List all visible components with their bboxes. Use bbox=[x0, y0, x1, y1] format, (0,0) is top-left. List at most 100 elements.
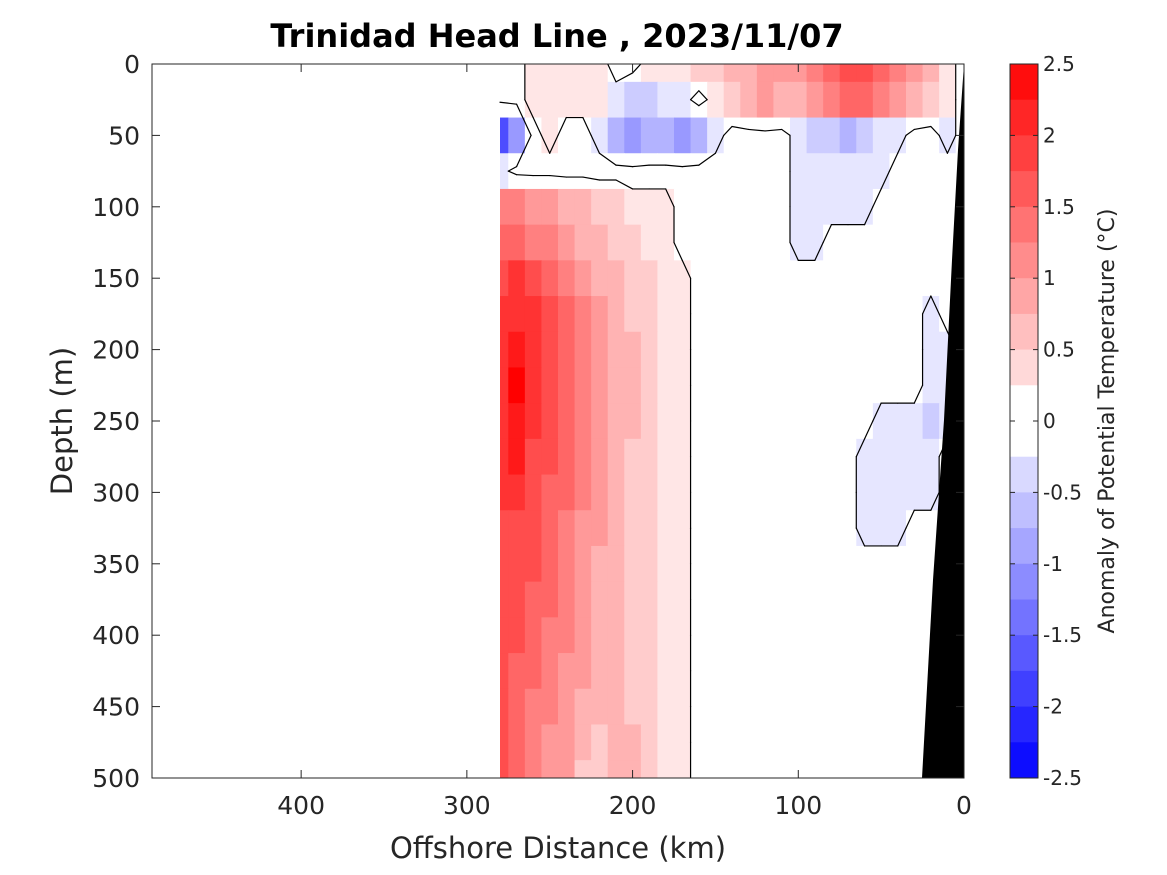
anomaly-cell bbox=[856, 653, 874, 690]
anomaly-cell bbox=[591, 153, 609, 190]
anomaly-cell bbox=[773, 617, 791, 654]
zero-contour-segment bbox=[930, 125, 940, 136]
anomaly-cell bbox=[806, 153, 824, 190]
anomaly-cell bbox=[889, 617, 907, 654]
anomaly-cell bbox=[740, 153, 758, 190]
anomaly-cell bbox=[889, 688, 907, 726]
anomaly-cell bbox=[607, 545, 625, 583]
colorbar-bin bbox=[1010, 670, 1038, 708]
anomaly-cell bbox=[558, 581, 576, 618]
anomaly-cell bbox=[723, 617, 741, 654]
anomaly-cell bbox=[823, 760, 841, 778]
anomaly-cell bbox=[500, 438, 509, 476]
zero-contour-segment bbox=[631, 164, 650, 168]
anomaly-cell bbox=[524, 64, 543, 83]
anomaly-cell bbox=[674, 617, 692, 654]
anomaly-cell bbox=[707, 545, 725, 583]
zero-contour bbox=[499, 64, 957, 778]
zero-contour-segment bbox=[499, 101, 518, 105]
anomaly-cell bbox=[740, 224, 758, 261]
anomaly-cell bbox=[508, 653, 526, 690]
anomaly-cell bbox=[690, 153, 708, 190]
anomaly-cell bbox=[508, 760, 526, 778]
anomaly-cell bbox=[607, 617, 625, 654]
zero-contour-segment bbox=[681, 259, 692, 279]
anomaly-cell bbox=[889, 188, 907, 226]
anomaly-cell bbox=[906, 688, 924, 726]
anomaly-cell bbox=[740, 760, 758, 778]
anomaly-cell bbox=[922, 403, 940, 440]
anomaly-cell bbox=[541, 438, 559, 476]
anomaly-cell bbox=[872, 653, 891, 690]
anomaly-cell bbox=[591, 64, 609, 83]
anomaly-cell bbox=[740, 64, 758, 83]
anomaly-cell bbox=[773, 510, 791, 547]
anomaly-cell bbox=[574, 581, 592, 618]
zero-contour-segment bbox=[872, 402, 882, 422]
anomaly-cell bbox=[806, 81, 824, 119]
anomaly-cell bbox=[939, 81, 957, 119]
anomaly-cell bbox=[889, 403, 907, 440]
anomaly-cell bbox=[939, 117, 957, 154]
anomaly-cell bbox=[591, 688, 609, 726]
colorbar-bin bbox=[1010, 242, 1038, 279]
anomaly-cell bbox=[591, 331, 609, 369]
anomaly-cell bbox=[674, 224, 692, 261]
anomaly-cell bbox=[640, 581, 659, 618]
anomaly-cell bbox=[756, 474, 775, 511]
colorbar-tick-label: 1 bbox=[1043, 266, 1056, 290]
anomaly-cell bbox=[906, 367, 924, 404]
anomaly-cell bbox=[740, 81, 758, 119]
anomaly-cell bbox=[922, 260, 940, 297]
anomaly-cell bbox=[508, 296, 526, 333]
anomaly-cell bbox=[756, 688, 775, 726]
anomaly-cell bbox=[806, 224, 824, 261]
anomaly-cell bbox=[657, 117, 675, 154]
anomaly-cell bbox=[657, 617, 675, 654]
anomaly-cell bbox=[624, 438, 642, 476]
anomaly-cell bbox=[524, 224, 543, 261]
anomaly-cell bbox=[640, 438, 659, 476]
anomaly-cell bbox=[806, 688, 824, 726]
anomaly-cell bbox=[500, 760, 509, 778]
anomaly-cell bbox=[773, 760, 791, 778]
zero-contour-segment bbox=[665, 188, 675, 208]
anomaly-cell bbox=[508, 153, 526, 190]
anomaly-cell bbox=[624, 617, 642, 654]
anomaly-cell bbox=[500, 260, 509, 297]
anomaly-cell bbox=[657, 545, 675, 583]
anomaly-cell bbox=[500, 117, 509, 154]
anomaly-cell bbox=[508, 403, 526, 440]
anomaly-cell bbox=[500, 653, 509, 690]
zero-contour-segment bbox=[681, 164, 700, 168]
y-tick-label: 250 bbox=[92, 407, 140, 436]
anomaly-cell bbox=[790, 545, 808, 583]
zero-contour-segment bbox=[930, 491, 940, 511]
anomaly-cell bbox=[674, 188, 692, 226]
anomaly-cell bbox=[574, 296, 592, 333]
anomaly-cell bbox=[591, 653, 609, 690]
anomaly-cell bbox=[607, 153, 625, 190]
bathymetry-mask bbox=[922, 64, 964, 778]
anomaly-cell bbox=[690, 438, 708, 476]
anomaly-cell bbox=[690, 81, 708, 119]
anomaly-cell bbox=[756, 724, 775, 761]
anomaly-cell bbox=[524, 653, 543, 690]
anomaly-cell bbox=[889, 545, 907, 583]
anomaly-cell bbox=[640, 153, 659, 190]
anomaly-cell bbox=[524, 510, 543, 547]
colorbar-bin bbox=[1010, 206, 1038, 243]
anomaly-cell bbox=[889, 510, 907, 547]
anomaly-cell bbox=[607, 760, 625, 778]
anomaly-cell bbox=[889, 724, 907, 761]
anomaly-cell bbox=[723, 117, 741, 154]
anomaly-cell bbox=[723, 510, 741, 547]
anomaly-cell bbox=[773, 545, 791, 583]
anomaly-cell bbox=[541, 688, 559, 726]
zero-contour-segment bbox=[590, 134, 601, 154]
anomaly-cell bbox=[839, 64, 857, 83]
anomaly-cell bbox=[574, 367, 592, 404]
anomaly-cell bbox=[674, 653, 692, 690]
anomaly-cell bbox=[541, 545, 559, 583]
anomaly-cell bbox=[508, 474, 526, 511]
